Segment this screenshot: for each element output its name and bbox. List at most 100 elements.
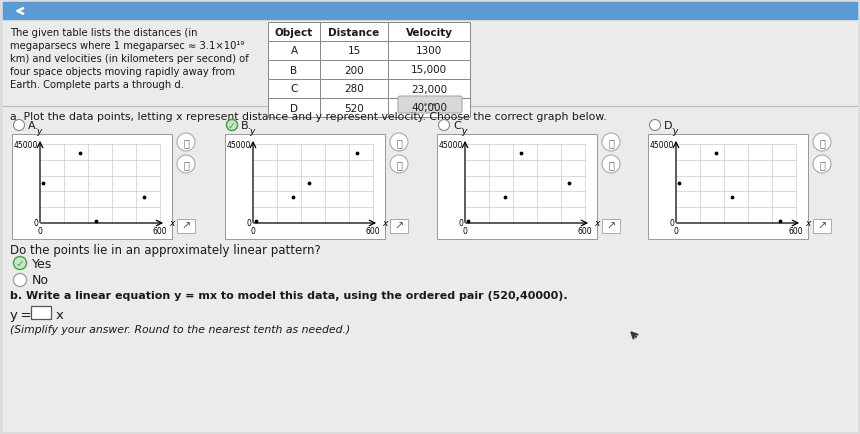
Text: ↗: ↗ xyxy=(395,221,403,231)
Circle shape xyxy=(14,120,24,131)
Text: C: C xyxy=(291,84,298,94)
Text: C.: C. xyxy=(453,121,464,131)
Text: Do the points lie in an approximately linear pattern?: Do the points lie in an approximately li… xyxy=(10,243,321,256)
Text: 15: 15 xyxy=(347,46,360,56)
Circle shape xyxy=(14,274,27,287)
Text: km) and velocities (in kilometers per second) of: km) and velocities (in kilometers per se… xyxy=(10,54,249,64)
Text: 🔍: 🔍 xyxy=(608,138,614,148)
Bar xyxy=(602,220,620,233)
Text: 🔍: 🔍 xyxy=(396,160,402,170)
Bar xyxy=(268,99,320,118)
Text: 45000: 45000 xyxy=(649,140,674,149)
Bar xyxy=(388,99,470,118)
Text: The given table lists the distances (in: The given table lists the distances (in xyxy=(10,28,198,38)
Text: 15,000: 15,000 xyxy=(411,66,447,76)
Bar xyxy=(268,42,320,61)
Bar xyxy=(437,135,597,240)
Bar xyxy=(813,220,831,233)
Text: Yes: Yes xyxy=(32,257,52,270)
Text: x: x xyxy=(56,308,64,321)
Text: ✓: ✓ xyxy=(228,121,236,131)
Text: 45000: 45000 xyxy=(227,140,251,149)
Text: D: D xyxy=(290,103,298,113)
Circle shape xyxy=(177,134,195,151)
Circle shape xyxy=(439,120,450,131)
Text: y: y xyxy=(36,127,41,136)
Bar xyxy=(225,135,385,240)
Bar xyxy=(3,3,857,20)
Text: 🔍: 🔍 xyxy=(396,138,402,148)
Text: megaparsecs where 1 megaparsec ≈ 3.1×10¹⁹: megaparsecs where 1 megaparsec ≈ 3.1×10¹… xyxy=(10,41,244,51)
Bar xyxy=(388,42,470,61)
Text: 0: 0 xyxy=(669,219,674,228)
Bar xyxy=(388,80,470,99)
Circle shape xyxy=(390,156,408,174)
Text: 0: 0 xyxy=(34,219,38,228)
Circle shape xyxy=(649,120,660,131)
Circle shape xyxy=(602,156,620,174)
Circle shape xyxy=(226,120,237,131)
Text: 600: 600 xyxy=(578,227,593,236)
Text: x: x xyxy=(382,219,387,228)
Text: A: A xyxy=(291,46,298,56)
Bar xyxy=(320,61,388,80)
Circle shape xyxy=(602,134,620,151)
Text: 0: 0 xyxy=(458,219,463,228)
Bar xyxy=(390,220,408,233)
Text: No: No xyxy=(32,274,49,287)
Bar xyxy=(177,220,195,233)
Text: y: y xyxy=(673,127,678,136)
Text: 0: 0 xyxy=(463,227,468,236)
Bar xyxy=(648,135,808,240)
Text: 🔍: 🔍 xyxy=(183,138,189,148)
Text: 520: 520 xyxy=(344,103,364,113)
Text: (Simplify your answer. Round to the nearest tenth as needed.): (Simplify your answer. Round to the near… xyxy=(10,324,350,334)
Circle shape xyxy=(14,257,27,270)
Text: 600: 600 xyxy=(789,227,803,236)
Text: D.: D. xyxy=(664,121,676,131)
FancyBboxPatch shape xyxy=(398,97,462,114)
Text: Velocity: Velocity xyxy=(406,27,452,37)
Text: x: x xyxy=(594,219,599,228)
Text: 600: 600 xyxy=(366,227,380,236)
Text: y =: y = xyxy=(10,308,32,321)
Text: y: y xyxy=(461,127,467,136)
Bar xyxy=(268,23,320,42)
Bar xyxy=(12,135,172,240)
Text: y: y xyxy=(249,127,255,136)
Bar xyxy=(320,99,388,118)
Circle shape xyxy=(813,134,831,151)
Text: x: x xyxy=(169,219,175,228)
Text: B: B xyxy=(291,66,298,76)
Text: 280: 280 xyxy=(344,84,364,94)
Text: 0: 0 xyxy=(246,219,251,228)
Text: Object: Object xyxy=(275,27,313,37)
Text: 600: 600 xyxy=(153,227,168,236)
Bar xyxy=(268,61,320,80)
Bar xyxy=(320,42,388,61)
Text: 23,000: 23,000 xyxy=(411,84,447,94)
Text: 0: 0 xyxy=(38,227,42,236)
Text: ↗: ↗ xyxy=(606,221,616,231)
Bar xyxy=(388,61,470,80)
Text: four space objects moving rapidly away from: four space objects moving rapidly away f… xyxy=(10,67,235,77)
Circle shape xyxy=(813,156,831,174)
Bar xyxy=(388,23,470,42)
Bar xyxy=(268,80,320,99)
Text: 45000: 45000 xyxy=(439,140,463,149)
Text: 🔍: 🔍 xyxy=(183,160,189,170)
Text: Distance: Distance xyxy=(329,27,379,37)
Bar xyxy=(31,306,51,319)
Text: ↗: ↗ xyxy=(817,221,826,231)
Text: 45000: 45000 xyxy=(14,140,38,149)
Text: 0: 0 xyxy=(250,227,255,236)
Text: 🔍: 🔍 xyxy=(819,138,825,148)
Text: ✓: ✓ xyxy=(15,258,24,268)
Text: •••: ••• xyxy=(422,101,438,110)
Circle shape xyxy=(177,156,195,174)
Text: B.: B. xyxy=(241,121,252,131)
Text: Earth. Complete parts a through d.: Earth. Complete parts a through d. xyxy=(10,80,184,90)
Text: A.: A. xyxy=(28,121,39,131)
Text: ↗: ↗ xyxy=(181,221,191,231)
Text: b. Write a linear equation y = mx to model this data, using the ordered pair (52: b. Write a linear equation y = mx to mod… xyxy=(10,290,568,300)
